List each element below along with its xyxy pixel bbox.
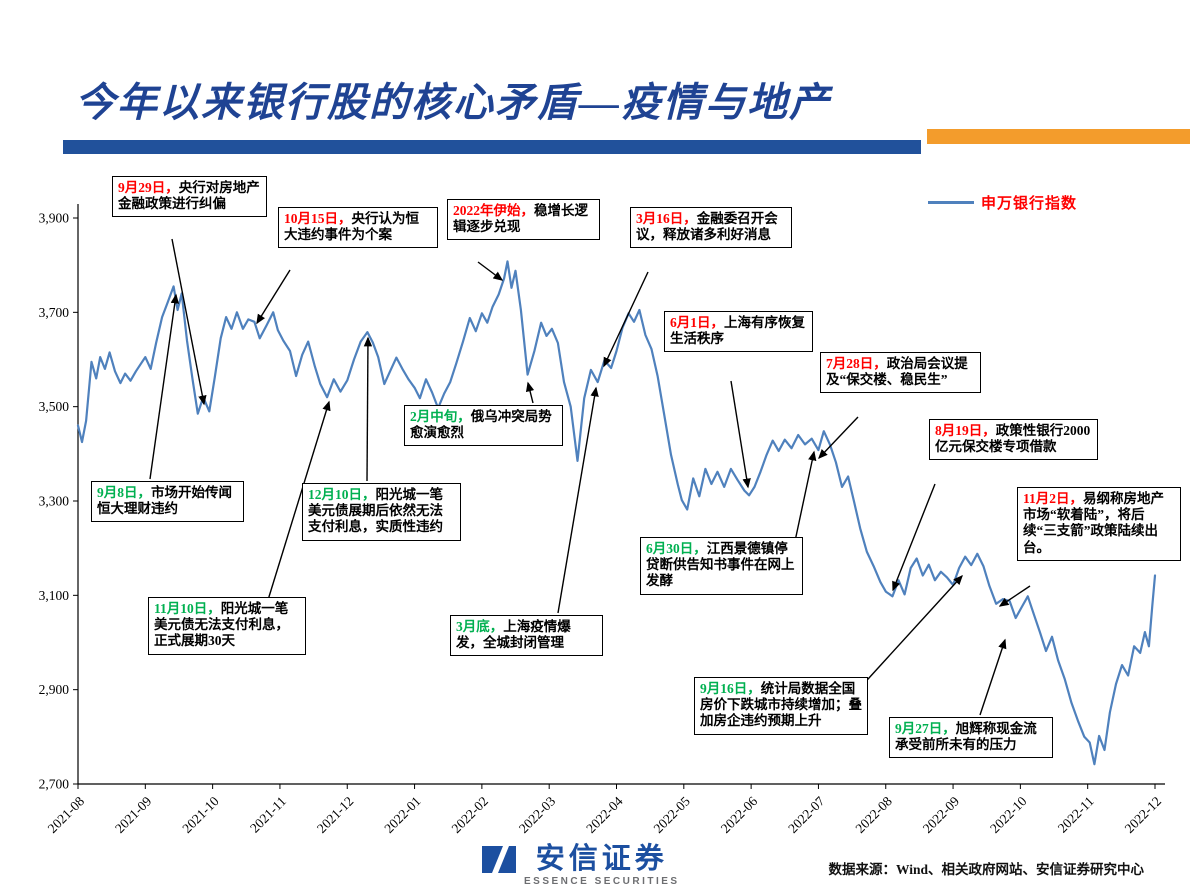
svg-text:2022-05: 2022-05 — [651, 793, 694, 836]
annotation-date: 12月10日， — [308, 487, 376, 502]
svg-text:2022-11: 2022-11 — [1055, 794, 1097, 836]
svg-text:2022-04: 2022-04 — [583, 793, 626, 836]
svg-text:2022-03: 2022-03 — [516, 793, 559, 836]
essence-logo-icon — [482, 846, 516, 873]
svg-text:2021-12: 2021-12 — [314, 794, 356, 836]
annotation-date: 2022年伊始， — [453, 203, 534, 218]
chart-legend: 申万银行指数 — [928, 192, 1077, 213]
annotation-text: 政策性银行2000亿元保交楼专项借款 — [935, 423, 1091, 455]
annotation-date: 11月2日， — [1023, 491, 1084, 506]
annotation-date: 9月16日， — [700, 681, 761, 696]
annotation-text: 央行对房地产金融政策进行纠偏 — [118, 180, 260, 212]
svg-text:2022-06: 2022-06 — [718, 793, 761, 836]
annotation-date: 6月1日， — [670, 315, 724, 330]
svg-text:3,500: 3,500 — [39, 399, 70, 414]
svg-text:2022-02: 2022-02 — [449, 794, 491, 836]
annotation-text: 旭辉称现金流承受前所未有的压力 — [895, 721, 1037, 753]
annotation-date: 2月中旬， — [410, 409, 471, 424]
annotation-text: 市场开始传闻恒大理财违约 — [97, 485, 232, 517]
svg-text:2021-11: 2021-11 — [247, 794, 289, 836]
annotation-date: 3月16日， — [636, 211, 697, 226]
annotation-text: 阳光城一笔美元债无法支付利息，正式展期30天 — [154, 601, 289, 649]
svg-text:2,700: 2,700 — [39, 777, 70, 792]
slide-title: 今年以来银行股的核心矛盾—疫情与地产 — [75, 80, 831, 125]
annotation-box-15: 9月16日，统计局数据全国房价下跌城市持续增加；叠加房企违约预期上升 — [694, 677, 868, 735]
annotation-box-13: 3月底，上海疫情爆发，全城封闭管理 — [450, 615, 603, 657]
svg-text:3,100: 3,100 — [39, 588, 70, 603]
svg-text:2022-07: 2022-07 — [785, 793, 828, 836]
annotation-text: 上海疫情爆发，全城封闭管理 — [456, 619, 571, 651]
svg-text:2,900: 2,900 — [39, 682, 70, 697]
annotation-text: 易纲称房地产市场“软着陆”，将后续“三支箭”政策陆续出台。 — [1023, 491, 1165, 555]
annotation-date: 9月29日， — [118, 180, 179, 195]
essence-logo: 安信证券 ESSENCE SECURITIES — [482, 845, 680, 887]
svg-text:2022-09: 2022-09 — [920, 793, 963, 836]
svg-text:2021-09: 2021-09 — [112, 793, 155, 836]
annotation-text: 阳光城一笔美元债展期后依然无法支付利息，实质性违约 — [308, 487, 443, 535]
title-underline-blue — [63, 140, 921, 154]
svg-text:2022-10: 2022-10 — [987, 793, 1030, 836]
logo-english-name: ESSENCE SECURITIES — [524, 876, 680, 887]
series-legend-label: 申万银行指数 — [981, 196, 1078, 212]
annotation-box-5: 6月1日，上海有序恢复生活秩序 — [664, 311, 813, 353]
annotation-box-3: 2022年伊始，稳增长逻辑逐步兑现 — [447, 199, 600, 241]
title-accent-orange — [927, 129, 1190, 144]
annotation-box-8: 11月2日，易纲称房地产市场“软着陆”，将后续“三支箭”政策陆续出台。 — [1017, 487, 1181, 561]
annotation-box-14: 6月30日，江西景德镇停贷断供告知书事件在网上发酵 — [640, 537, 803, 595]
svg-text:2022-01: 2022-01 — [381, 794, 423, 836]
annotation-text: 央行认为恒大违约事件为个案 — [284, 211, 419, 243]
svg-text:3,900: 3,900 — [39, 211, 70, 226]
annotation-box-16: 9月27日，旭辉称现金流承受前所未有的压力 — [889, 717, 1053, 759]
svg-text:3,700: 3,700 — [39, 305, 70, 320]
annotation-box-10: 12月10日，阳光城一笔美元债展期后依然无法支付利息，实质性违约 — [302, 483, 461, 541]
annotation-box-6: 7月28日，政治局会议提及“保交楼、稳民生” — [820, 352, 981, 394]
annotation-text: 统计局数据全国房价下跌城市持续增加；叠加房企违约预期上升 — [700, 681, 862, 729]
svg-text:2022-08: 2022-08 — [852, 793, 895, 836]
annotation-date: 11月10日， — [154, 601, 221, 616]
svg-text:3,300: 3,300 — [39, 494, 70, 509]
annotation-text: 政治局会议提及“保交楼、稳民生” — [826, 356, 968, 388]
annotation-date: 3月底， — [456, 619, 504, 634]
annotation-date: 10月15日， — [284, 211, 352, 226]
annotation-date: 6月30日， — [646, 541, 707, 556]
series-line-icon — [928, 201, 974, 204]
annotation-arrows — [149, 238, 1031, 716]
annotation-box-1: 9月29日，央行对房地产金融政策进行纠偏 — [112, 176, 267, 218]
annotation-box-2: 10月15日，央行认为恒大违约事件为个案 — [278, 207, 438, 249]
logo-chinese-name: 安信证券 — [535, 843, 668, 875]
svg-text:2022-12: 2022-12 — [1122, 794, 1164, 836]
annotation-date: 9月8日， — [97, 485, 151, 500]
annotation-box-4: 3月16日，金融委召开会议，释放诸多利好消息 — [630, 207, 792, 249]
annotation-box-11: 11月10日，阳光城一笔美元债无法支付利息，正式展期30天 — [148, 597, 306, 655]
annotation-box-9: 9月8日，市场开始传闻恒大理财违约 — [91, 481, 244, 523]
svg-text:2021-08: 2021-08 — [45, 793, 88, 836]
annotation-box-7: 8月19日，政策性银行2000亿元保交楼专项借款 — [929, 419, 1098, 461]
annotation-text: 金融委召开会议，释放诸多利好消息 — [636, 211, 778, 243]
svg-text:2021-10: 2021-10 — [179, 793, 222, 836]
data-source-text: 数据来源：Wind、相关政府网站、安信证券研究中心 — [828, 862, 1144, 877]
annotation-date: 9月27日， — [895, 721, 956, 736]
annotation-text: 江西景德镇停贷断供告知书事件在网上发酵 — [646, 541, 795, 589]
annotation-text: 上海有序恢复生活秩序 — [670, 315, 805, 347]
annotation-text: 稳增长逻辑逐步兑现 — [453, 203, 588, 235]
annotation-box-12: 2月中旬，俄乌冲突局势愈演愈烈 — [404, 405, 563, 447]
annotation-date: 7月28日， — [826, 356, 887, 371]
annotation-date: 8月19日， — [935, 423, 996, 438]
annotation-text: 俄乌冲突局势愈演愈烈 — [410, 409, 552, 441]
